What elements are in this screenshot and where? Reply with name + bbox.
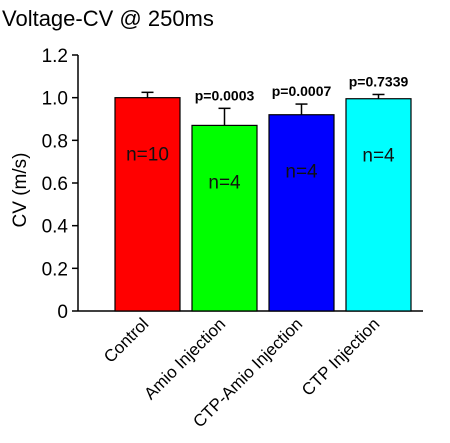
y-tick-label: 0.6 (42, 174, 68, 195)
n-label: n=4 (285, 162, 318, 183)
x-tick-label: CTP Injection (298, 314, 383, 399)
bar-ctp-amio-injection (268, 114, 335, 312)
n-label: n=4 (362, 146, 395, 167)
y-tick-label: 0.4 (42, 217, 69, 238)
bar-ctp-injection (345, 98, 412, 312)
chart-title: Voltage-CV @ 250ms (2, 6, 214, 31)
y-ticks: 0 0.2 0.4 0.6 0.8 1.0 1.2 (42, 46, 78, 323)
y-tick-label: 1.0 (42, 89, 68, 110)
p-value-label: p=0.7339 (349, 73, 409, 89)
bar-control (114, 97, 181, 312)
y-axis-label: CV (m/s) (10, 153, 31, 228)
p-value-label: p=0.0003 (195, 87, 255, 103)
n-label: n=10 (126, 145, 169, 166)
y-tick-label: 0.2 (42, 259, 68, 280)
p-value-label: p=0.0007 (272, 83, 332, 99)
bars: n=10 n=4 p=0.0003 n=4 p=0.0007 n=4 p=0.7339 (114, 73, 412, 312)
y-tick-label: 0 (57, 302, 68, 323)
x-tick-label: Control (100, 314, 152, 366)
y-tick-label: 0.8 (42, 131, 68, 152)
y-tick-label: 1.2 (42, 46, 68, 67)
bar-amio-injection (191, 124, 258, 312)
n-label: n=4 (208, 172, 241, 193)
